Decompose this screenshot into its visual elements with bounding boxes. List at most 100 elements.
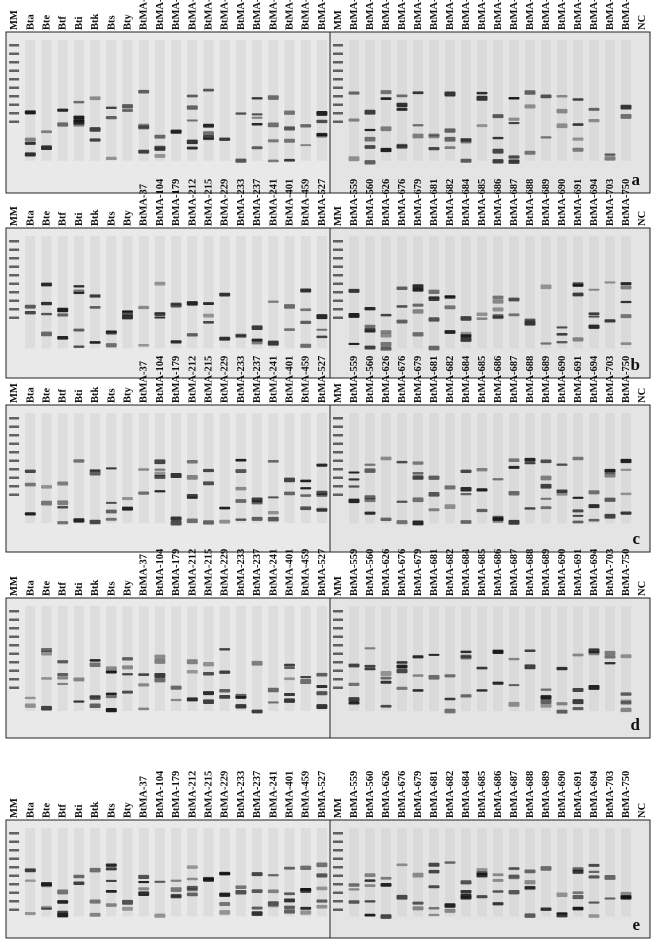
band bbox=[219, 688, 231, 693]
band bbox=[492, 478, 504, 481]
ladder-band bbox=[333, 874, 343, 877]
lane-label: Bte bbox=[42, 581, 53, 597]
lane-label: MM bbox=[9, 206, 20, 226]
band bbox=[364, 913, 376, 917]
lane-smear bbox=[300, 828, 311, 917]
band bbox=[154, 673, 166, 678]
band bbox=[154, 145, 166, 151]
band bbox=[540, 506, 552, 510]
band bbox=[364, 495, 376, 500]
band bbox=[138, 880, 150, 884]
ladder-band bbox=[333, 265, 343, 268]
lane-smear bbox=[397, 40, 407, 161]
band bbox=[316, 132, 328, 137]
band bbox=[476, 689, 488, 692]
lane-label: BtMA-684 bbox=[461, 178, 472, 226]
band bbox=[251, 116, 263, 119]
band bbox=[170, 879, 182, 882]
band bbox=[138, 887, 150, 891]
lane-label: BtMA-459 bbox=[301, 0, 312, 30]
band bbox=[460, 654, 472, 660]
band bbox=[444, 708, 456, 714]
ladder-band bbox=[9, 610, 20, 613]
gel-right bbox=[329, 819, 651, 939]
band bbox=[588, 315, 600, 318]
lane-label: BtMA-685 bbox=[477, 356, 488, 403]
band bbox=[348, 498, 360, 504]
band bbox=[138, 123, 150, 129]
ladder-band bbox=[333, 95, 343, 98]
band bbox=[24, 469, 36, 473]
ladder-band bbox=[9, 417, 20, 420]
lane-smear bbox=[621, 40, 631, 161]
band bbox=[284, 866, 295, 870]
band bbox=[235, 518, 247, 521]
lane-smear bbox=[219, 606, 230, 711]
band bbox=[540, 695, 552, 700]
band bbox=[348, 701, 360, 705]
lane-smear bbox=[171, 40, 182, 161]
ladder-band bbox=[9, 866, 20, 869]
lane-label: BtMA-626 bbox=[381, 549, 392, 596]
band bbox=[284, 677, 295, 681]
band bbox=[154, 468, 166, 471]
band bbox=[186, 333, 198, 337]
band bbox=[540, 284, 552, 290]
band bbox=[588, 648, 600, 654]
ladder-band bbox=[9, 257, 20, 260]
lane-smear bbox=[252, 40, 263, 161]
lane-label: BtMA-233 bbox=[236, 771, 247, 818]
ladder-band bbox=[333, 866, 343, 869]
lane-label: BtMA-681 bbox=[429, 549, 440, 596]
band bbox=[57, 335, 69, 340]
ladder-band bbox=[9, 103, 20, 106]
band bbox=[588, 901, 600, 904]
ladder-band bbox=[9, 476, 20, 479]
band bbox=[57, 660, 69, 664]
ladder-band bbox=[333, 908, 343, 911]
band bbox=[284, 110, 295, 115]
band bbox=[138, 344, 150, 347]
lane-label: BtMA-527 bbox=[317, 179, 328, 226]
band bbox=[380, 914, 392, 919]
lane-smear bbox=[461, 413, 471, 524]
band bbox=[122, 657, 133, 661]
lane-label: BtMA-688 bbox=[525, 179, 536, 226]
band bbox=[89, 471, 101, 476]
band bbox=[235, 704, 247, 709]
lane-label: BtMA-685 bbox=[477, 179, 488, 226]
lane-label: BtMA-459 bbox=[301, 179, 312, 226]
band bbox=[604, 153, 616, 156]
band bbox=[380, 90, 392, 95]
lane-label: BtMA-212 bbox=[187, 0, 198, 30]
band bbox=[105, 707, 117, 713]
lane-smear bbox=[589, 236, 599, 349]
lane-smear bbox=[541, 236, 551, 349]
ladder-band bbox=[9, 69, 20, 72]
band bbox=[203, 699, 214, 704]
band bbox=[300, 320, 312, 324]
band bbox=[267, 159, 279, 163]
lane-label: BtMA-401 bbox=[285, 771, 296, 818]
band bbox=[57, 122, 69, 127]
band bbox=[572, 707, 584, 711]
ladder-band bbox=[333, 678, 343, 681]
band bbox=[154, 490, 166, 493]
lane-label: BtMA-626 bbox=[381, 356, 392, 403]
band bbox=[235, 889, 247, 895]
ladder-band bbox=[9, 485, 20, 488]
band bbox=[251, 501, 263, 505]
lane-smear bbox=[235, 828, 246, 917]
lane-smear bbox=[557, 828, 567, 917]
band bbox=[186, 474, 198, 480]
band bbox=[412, 901, 424, 905]
band bbox=[572, 520, 584, 524]
band bbox=[348, 118, 360, 122]
band bbox=[620, 654, 632, 659]
lane-label: Bts bbox=[106, 15, 117, 30]
band bbox=[572, 699, 584, 705]
lane-label: Bta bbox=[25, 14, 36, 31]
band bbox=[492, 307, 504, 312]
lane-label: Bta bbox=[25, 802, 36, 819]
band bbox=[524, 320, 536, 326]
